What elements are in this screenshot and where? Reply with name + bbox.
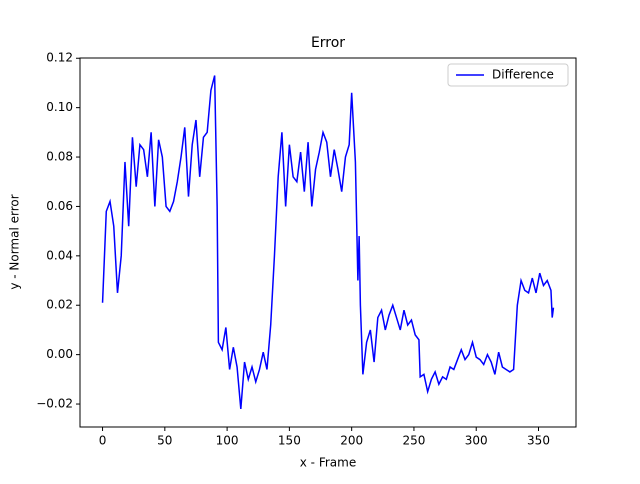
x-tick-label: 150: [278, 434, 301, 448]
x-tick-label: 100: [216, 434, 239, 448]
y-tick-label: 0.06: [46, 199, 73, 213]
legend-label: Difference: [492, 68, 554, 82]
x-axis-label: x - Frame: [300, 456, 356, 470]
y-tick-label: 0.08: [46, 150, 73, 164]
x-tick-label: 0: [99, 434, 107, 448]
x-tick-label: 350: [527, 434, 550, 448]
y-tick-label: 0.04: [46, 248, 73, 262]
y-tick-label: 0.00: [46, 347, 73, 361]
legend-box: [447, 63, 569, 87]
x-tick-label: 300: [465, 434, 488, 448]
x-tick-label: 250: [402, 434, 425, 448]
chart-title: Error: [311, 35, 345, 51]
y-tick-label: 0.12: [46, 51, 73, 65]
y-tick-label: 0.02: [46, 298, 73, 312]
y-tick-label: 0.10: [46, 100, 73, 114]
axes-frame: [79, 57, 577, 428]
x-tick-label: 50: [157, 434, 172, 448]
y-tick-label: −0.02: [36, 397, 73, 411]
y-axis-label: y - Normal error: [8, 194, 22, 289]
data-line: [101, 75, 555, 410]
x-tick-label: 200: [340, 434, 363, 448]
